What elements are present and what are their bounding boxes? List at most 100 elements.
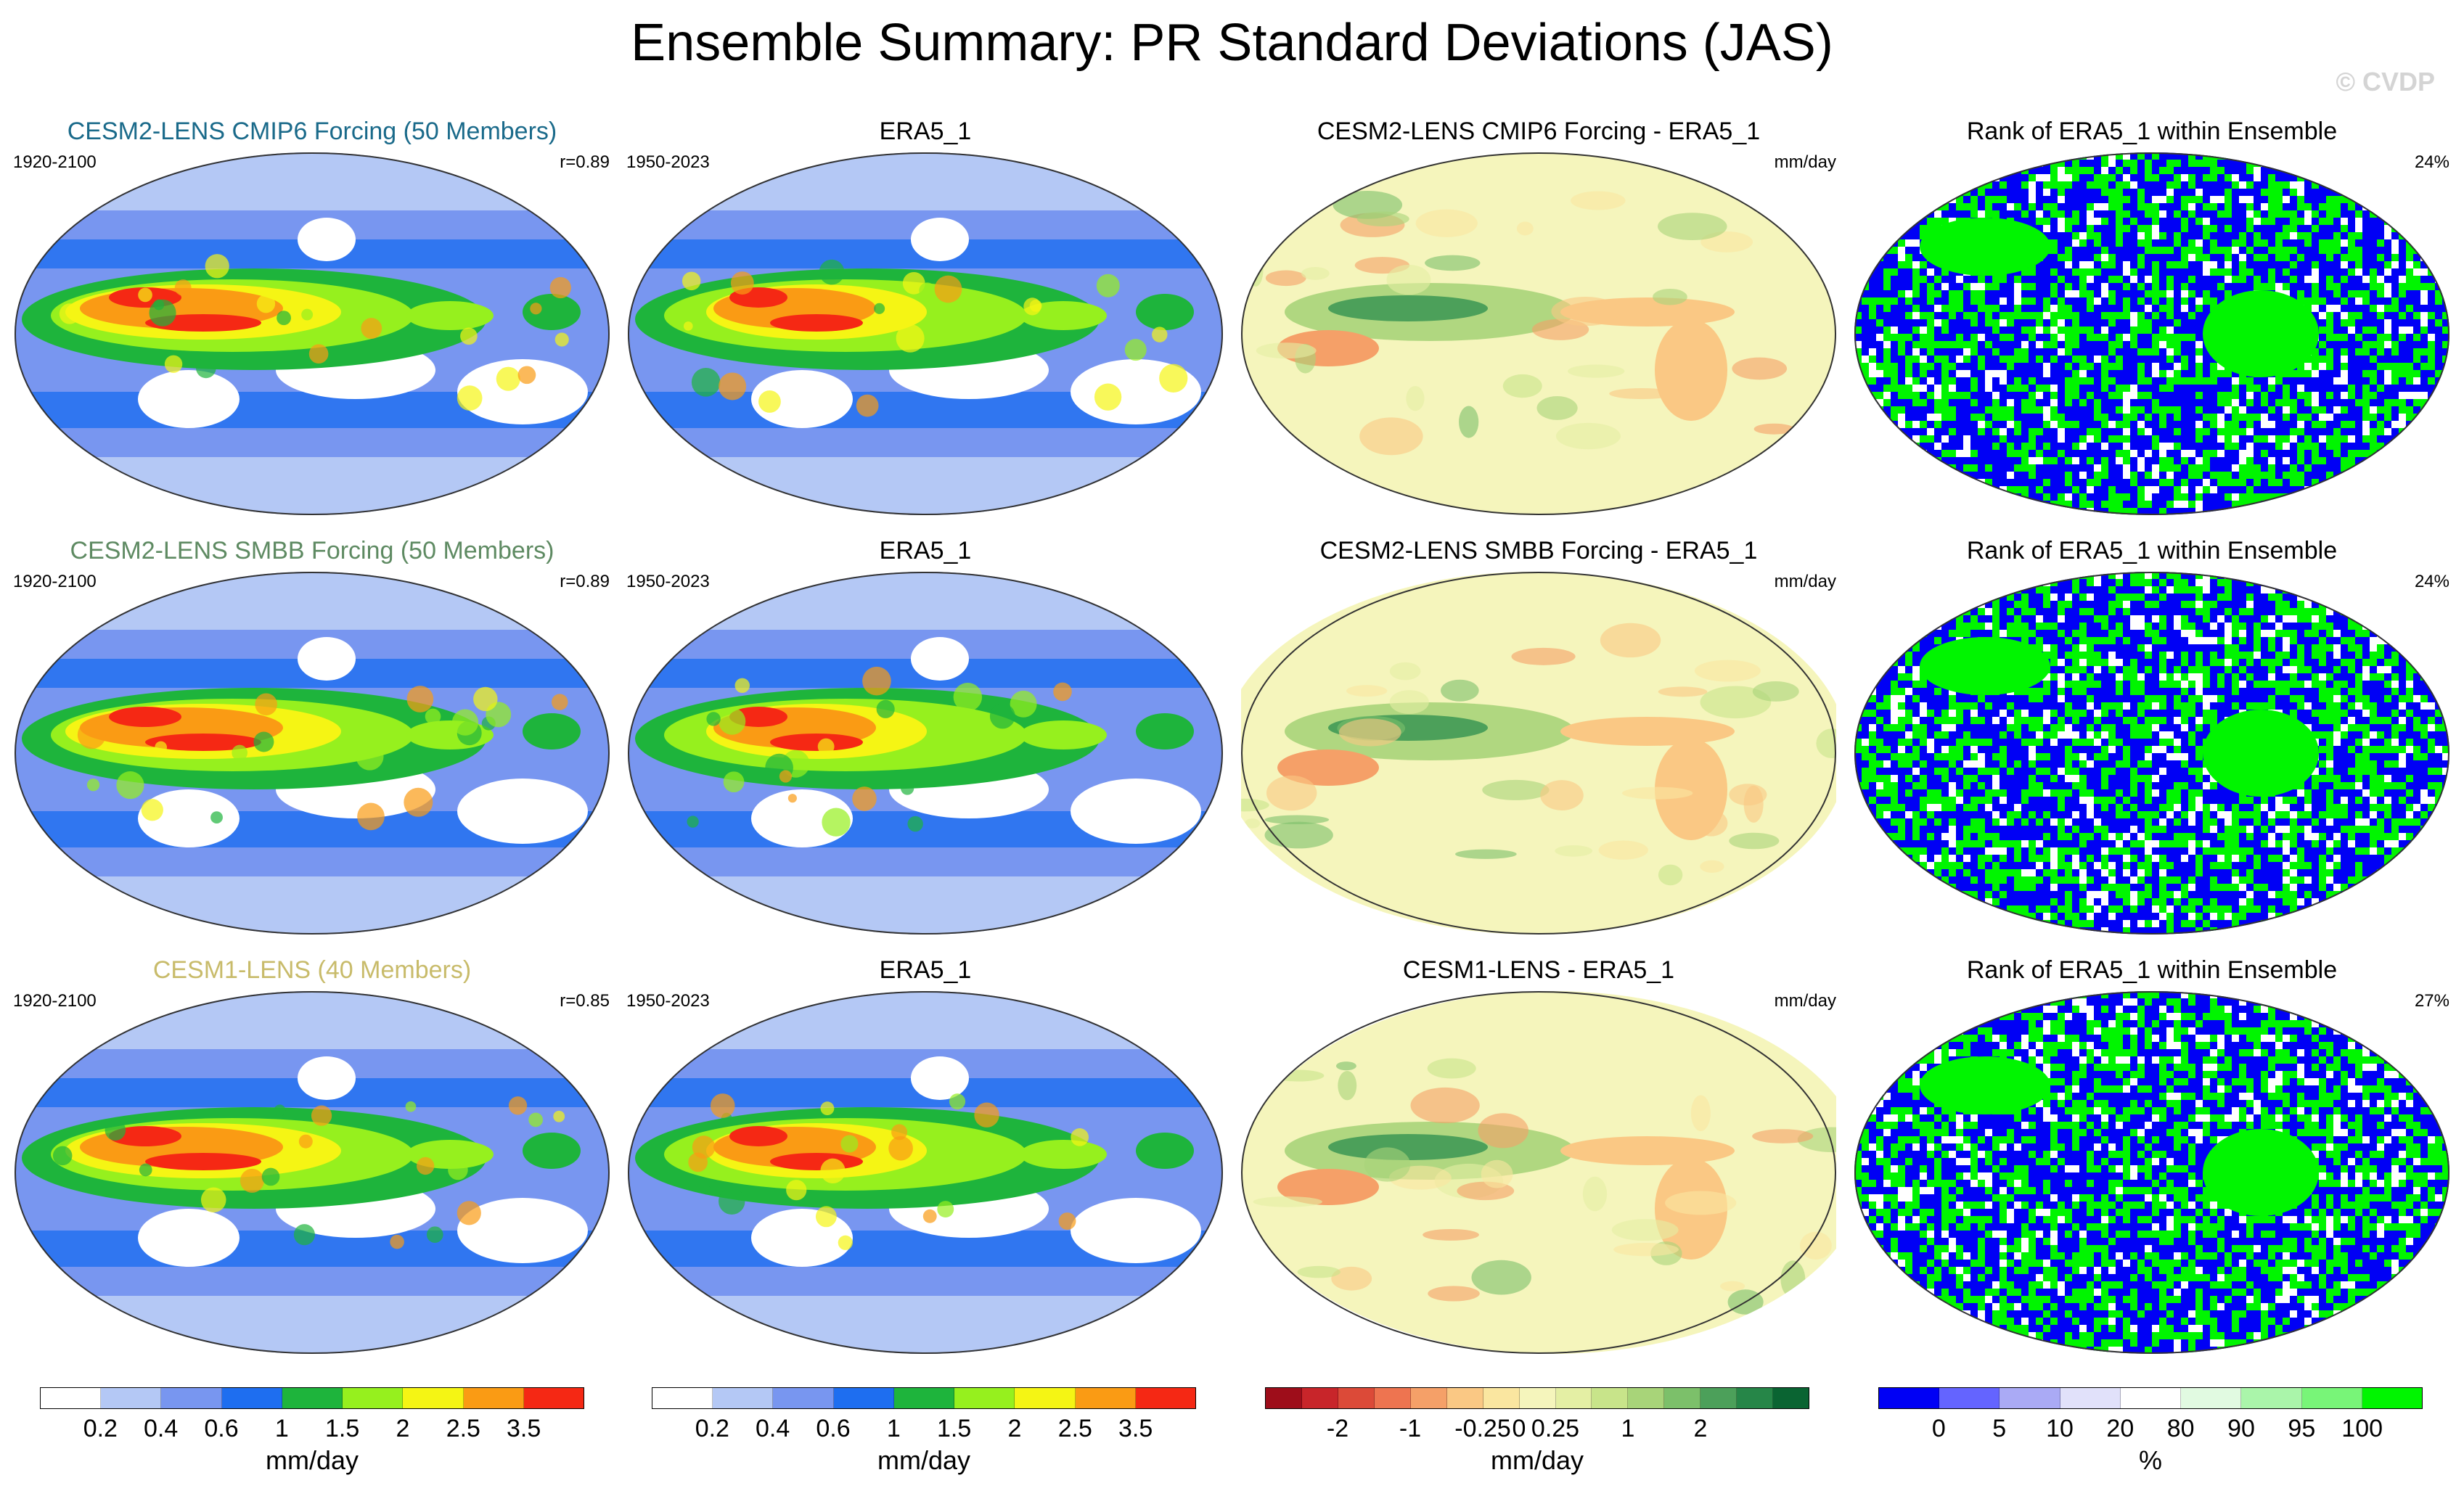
panel-title-diff: CESM1-LENS - ERA5_1 [1402,956,1675,984]
map-model [15,572,610,935]
colorbar-swatch [2181,1388,2242,1408]
colorbar-swatch [1773,1388,1809,1408]
colorbar-swatch [1628,1388,1665,1408]
colorbar-swatch [1483,1388,1520,1408]
panel-annotation: 27% [2414,991,2449,1011]
map-diff [1241,152,1836,515]
panel-title-diff: CESM2-LENS SMBB Forcing - ERA5_1 [1319,537,1758,564]
colorbar-1 [652,1387,1196,1409]
panel-title-obs: ERA5_1 [879,118,972,145]
colorbar-swatch [1592,1388,1629,1408]
panel-annotation: mm/day [1774,572,1836,591]
colorbar-tick-label: 0 [1931,1415,1946,1442]
figure-title: Ensemble Summary: PR Standard Deviations… [631,14,1833,72]
colorbar-unit: mm/day [265,1445,359,1475]
colorbar-swatch [893,1388,955,1408]
colorbar-0 [40,1387,584,1409]
colorbar-swatch [1879,1388,1940,1408]
colorbar-tick-label: 95 [2288,1415,2316,1442]
colorbar-tick-label: 3.5 [507,1415,541,1442]
colorbar-tick-label: -0.25 [1454,1415,1511,1442]
colorbar-tick-label: 0 [1512,1415,1526,1442]
colorbar-tick-label: 1.5 [325,1415,360,1442]
colorbar-tick-label: 1.5 [937,1415,972,1442]
colorbar-tick-label: 3.5 [1118,1415,1153,1442]
colorbar-swatch [1664,1388,1701,1408]
period-label: 1920-2100 [13,572,97,591]
map-obs [628,991,1223,1354]
colorbar-tick-label: 20 [2106,1415,2134,1442]
colorbar-swatch [101,1388,162,1408]
colorbar-swatch [161,1388,222,1408]
colorbar-swatch [41,1388,102,1408]
colorbar-swatch [773,1388,834,1408]
colorbar-tick-label: 100 [2341,1415,2383,1442]
colorbar-3 [1878,1387,2423,1409]
colorbar-swatch [2120,1388,2182,1408]
panel-annotation: r=0.89 [560,572,610,591]
period-label: 1920-2100 [13,991,97,1011]
colorbar-tick-label: 2.5 [446,1415,480,1442]
colorbar-swatch [1737,1388,1774,1408]
colorbar-swatch [2241,1388,2302,1408]
colorbar-tick-label: 0.2 [83,1415,118,1442]
colorbar-swatch [1266,1388,1302,1408]
colorbar-swatch [221,1388,282,1408]
panel-title-model: CESM2-LENS CMIP6 Forcing (50 Members) [67,118,557,145]
colorbar-swatch [1075,1388,1136,1408]
map-rank [1854,152,2449,515]
colorbar-swatch [1700,1388,1738,1408]
colorbar-swatch [463,1388,524,1408]
colorbar-swatch [1135,1388,1195,1408]
colorbar-swatch [652,1388,713,1408]
colorbar-tick-label: 80 [2166,1415,2195,1442]
colorbar-swatch [1519,1388,1556,1408]
panel-annotation: mm/day [1774,991,1836,1011]
map-model [15,991,610,1354]
colorbar-swatch [403,1388,464,1408]
panel-title-rank: Rank of ERA5_1 within Ensemble [1966,118,2338,145]
panel-annotation: r=0.85 [560,991,610,1011]
colorbar-tick-label: 10 [2046,1415,2074,1442]
colorbar-tick-label: 90 [2227,1415,2255,1442]
period-label: 1950-2023 [626,991,710,1011]
colorbar-swatch [2000,1388,2060,1408]
map-rank [1854,991,2449,1354]
colorbar-unit: mm/day [877,1445,971,1475]
colorbar-swatch [1015,1388,1076,1408]
colorbar-tick-label: -1 [1399,1415,1422,1442]
colorbar-swatch [343,1388,404,1408]
period-label: 1950-2023 [626,152,710,172]
colorbar-swatch [713,1388,774,1408]
colorbar-swatch [954,1388,1015,1408]
colorbar-tick-label: 2 [1693,1415,1708,1442]
colorbar-tick-label: 0.2 [695,1415,729,1442]
panel-annotation: 24% [2414,572,2449,591]
colorbar-swatch [2362,1388,2422,1408]
colorbar-tick-label: 1 [1621,1415,1635,1442]
cvdp-watermark: © CVDP [2336,67,2435,96]
map-model [15,152,610,515]
colorbar-swatch [1374,1388,1411,1408]
colorbar-tick-label: 0.25 [1531,1415,1580,1442]
colorbar-swatch [2301,1388,2362,1408]
map-obs [628,152,1223,515]
colorbar-tick-label: 1 [886,1415,901,1442]
colorbar-unit: mm/day [1490,1445,1584,1475]
panel-title-rank: Rank of ERA5_1 within Ensemble [1966,956,2338,984]
colorbar-tick-label: 0.6 [204,1415,239,1442]
colorbar-tick-label: 0.6 [816,1415,851,1442]
panel-title-obs: ERA5_1 [879,537,972,564]
colorbar-tick-label: 0.4 [144,1415,179,1442]
colorbar-swatch [1555,1388,1592,1408]
colorbar-tick-label: 0.4 [756,1415,790,1442]
panel-annotation: mm/day [1774,152,1836,172]
colorbar-swatch [1939,1388,2000,1408]
colorbar-tick-label: 5 [1992,1415,2007,1442]
panel-title-diff: CESM2-LENS CMIP6 Forcing - ERA5_1 [1317,118,1761,145]
map-obs [628,572,1223,935]
colorbar-tick-label: 1 [274,1415,289,1442]
colorbar-tick-label: 2.5 [1057,1415,1092,1442]
colorbar-2 [1265,1387,1809,1409]
colorbar-swatch [1301,1388,1338,1408]
